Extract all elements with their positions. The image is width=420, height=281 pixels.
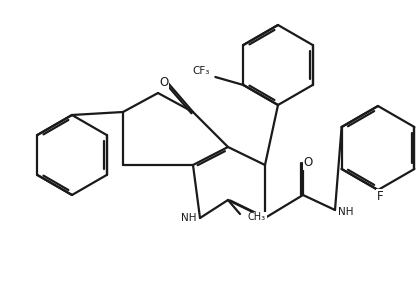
Text: O: O bbox=[159, 76, 168, 89]
Text: CF₃: CF₃ bbox=[193, 66, 210, 76]
Text: NH: NH bbox=[338, 207, 354, 217]
Text: CH₃: CH₃ bbox=[248, 212, 266, 222]
Text: F: F bbox=[377, 189, 383, 203]
Text: NH: NH bbox=[181, 213, 197, 223]
Text: O: O bbox=[303, 157, 312, 169]
